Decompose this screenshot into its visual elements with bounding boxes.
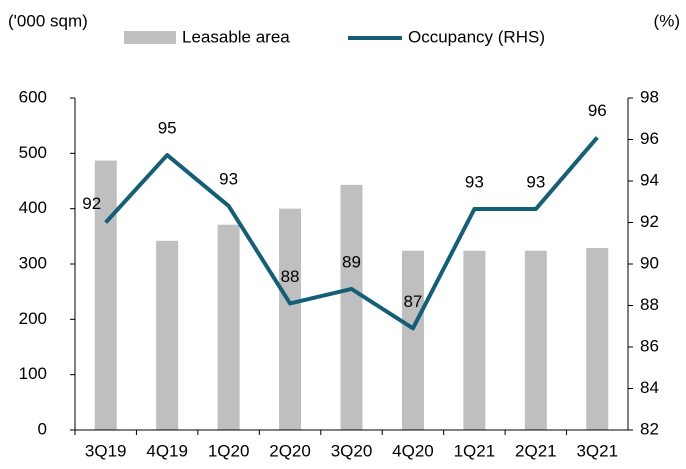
- data-label: 88: [281, 267, 300, 286]
- x-tick-label: 1Q20: [208, 441, 250, 460]
- x-tick-label: 3Q21: [576, 441, 618, 460]
- line: [104, 136, 599, 331]
- x-tick-label: 2Q21: [515, 441, 557, 460]
- data-label: 93: [526, 172, 545, 191]
- bar: [524, 250, 547, 430]
- y-axis-label: ('000 sqm): [8, 11, 88, 30]
- data-label: 89: [342, 252, 361, 271]
- bar: [279, 208, 302, 430]
- bar: [156, 240, 179, 430]
- y-tick-label: 600: [19, 87, 47, 106]
- legend-label: Leasable area: [182, 27, 290, 46]
- y2-tick-label: 96: [640, 129, 659, 148]
- bar: [217, 224, 240, 430]
- bar: [340, 184, 363, 430]
- x-tick-label: 1Q21: [454, 441, 496, 460]
- y2-tick-label: 94: [640, 170, 659, 189]
- legend-swatch: [124, 31, 176, 44]
- x-tick-label: 4Q19: [146, 441, 188, 460]
- y2-tick-label: 82: [640, 419, 659, 438]
- y-tick-label: 100: [19, 364, 47, 383]
- y2-tick-label: 84: [640, 378, 659, 397]
- y2-tick-label: 98: [640, 87, 659, 106]
- x-tick-label: 2Q20: [269, 441, 311, 460]
- x-tick-label: 3Q19: [85, 441, 127, 460]
- data-label: 95: [158, 119, 177, 138]
- data-label: 96: [588, 101, 607, 120]
- bar: [586, 247, 609, 430]
- y2-tick-label: 86: [640, 336, 659, 355]
- y2-axis-label: (%): [654, 11, 680, 30]
- bar: [463, 250, 486, 430]
- data-label: 87: [403, 292, 422, 311]
- y-tick-label: 0: [38, 419, 47, 438]
- y-tick-label: 200: [19, 309, 47, 328]
- x-tick-label: 4Q20: [392, 441, 434, 460]
- data-label: 93: [219, 169, 238, 188]
- x-tick-label: 3Q20: [331, 441, 373, 460]
- y2-tick-label: 88: [640, 295, 659, 314]
- y2-tick-label: 90: [640, 253, 659, 272]
- data-label: 92: [82, 194, 101, 213]
- y2-tick-label: 92: [640, 212, 659, 231]
- y-tick-label: 500: [19, 143, 47, 162]
- y-tick-label: 400: [19, 198, 47, 217]
- legend-label: Occupancy (RHS): [408, 27, 545, 46]
- bar: [401, 250, 424, 430]
- y-tick-label: 300: [19, 253, 47, 272]
- bar: [94, 160, 117, 430]
- data-label: 93: [465, 172, 484, 191]
